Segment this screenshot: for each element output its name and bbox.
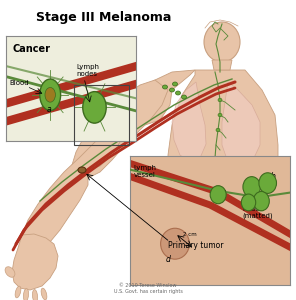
- Polygon shape: [125, 70, 195, 125]
- Ellipse shape: [163, 85, 168, 89]
- Ellipse shape: [181, 95, 186, 99]
- Polygon shape: [168, 70, 278, 250]
- Ellipse shape: [5, 267, 15, 277]
- Ellipse shape: [23, 289, 28, 300]
- Polygon shape: [12, 234, 58, 290]
- Text: Stage III Melanoma: Stage III Melanoma: [36, 11, 171, 23]
- Ellipse shape: [15, 286, 21, 298]
- Ellipse shape: [33, 290, 38, 300]
- Polygon shape: [212, 60, 232, 70]
- Ellipse shape: [78, 167, 86, 173]
- Text: Primary tumor: Primary tumor: [168, 241, 223, 250]
- Ellipse shape: [170, 88, 175, 92]
- Polygon shape: [222, 82, 260, 168]
- Polygon shape: [72, 80, 168, 178]
- Polygon shape: [172, 82, 206, 162]
- Ellipse shape: [173, 82, 178, 86]
- Bar: [74, 85, 129, 145]
- Ellipse shape: [216, 128, 220, 132]
- Ellipse shape: [204, 22, 240, 62]
- Ellipse shape: [218, 98, 222, 102]
- Ellipse shape: [213, 156, 217, 160]
- Ellipse shape: [176, 91, 181, 95]
- Polygon shape: [22, 118, 128, 250]
- Text: © 2010 Terese Winslow
U.S. Govt. has certain rights: © 2010 Terese Winslow U.S. Govt. has cer…: [114, 283, 182, 294]
- Ellipse shape: [41, 288, 47, 300]
- Ellipse shape: [218, 113, 222, 117]
